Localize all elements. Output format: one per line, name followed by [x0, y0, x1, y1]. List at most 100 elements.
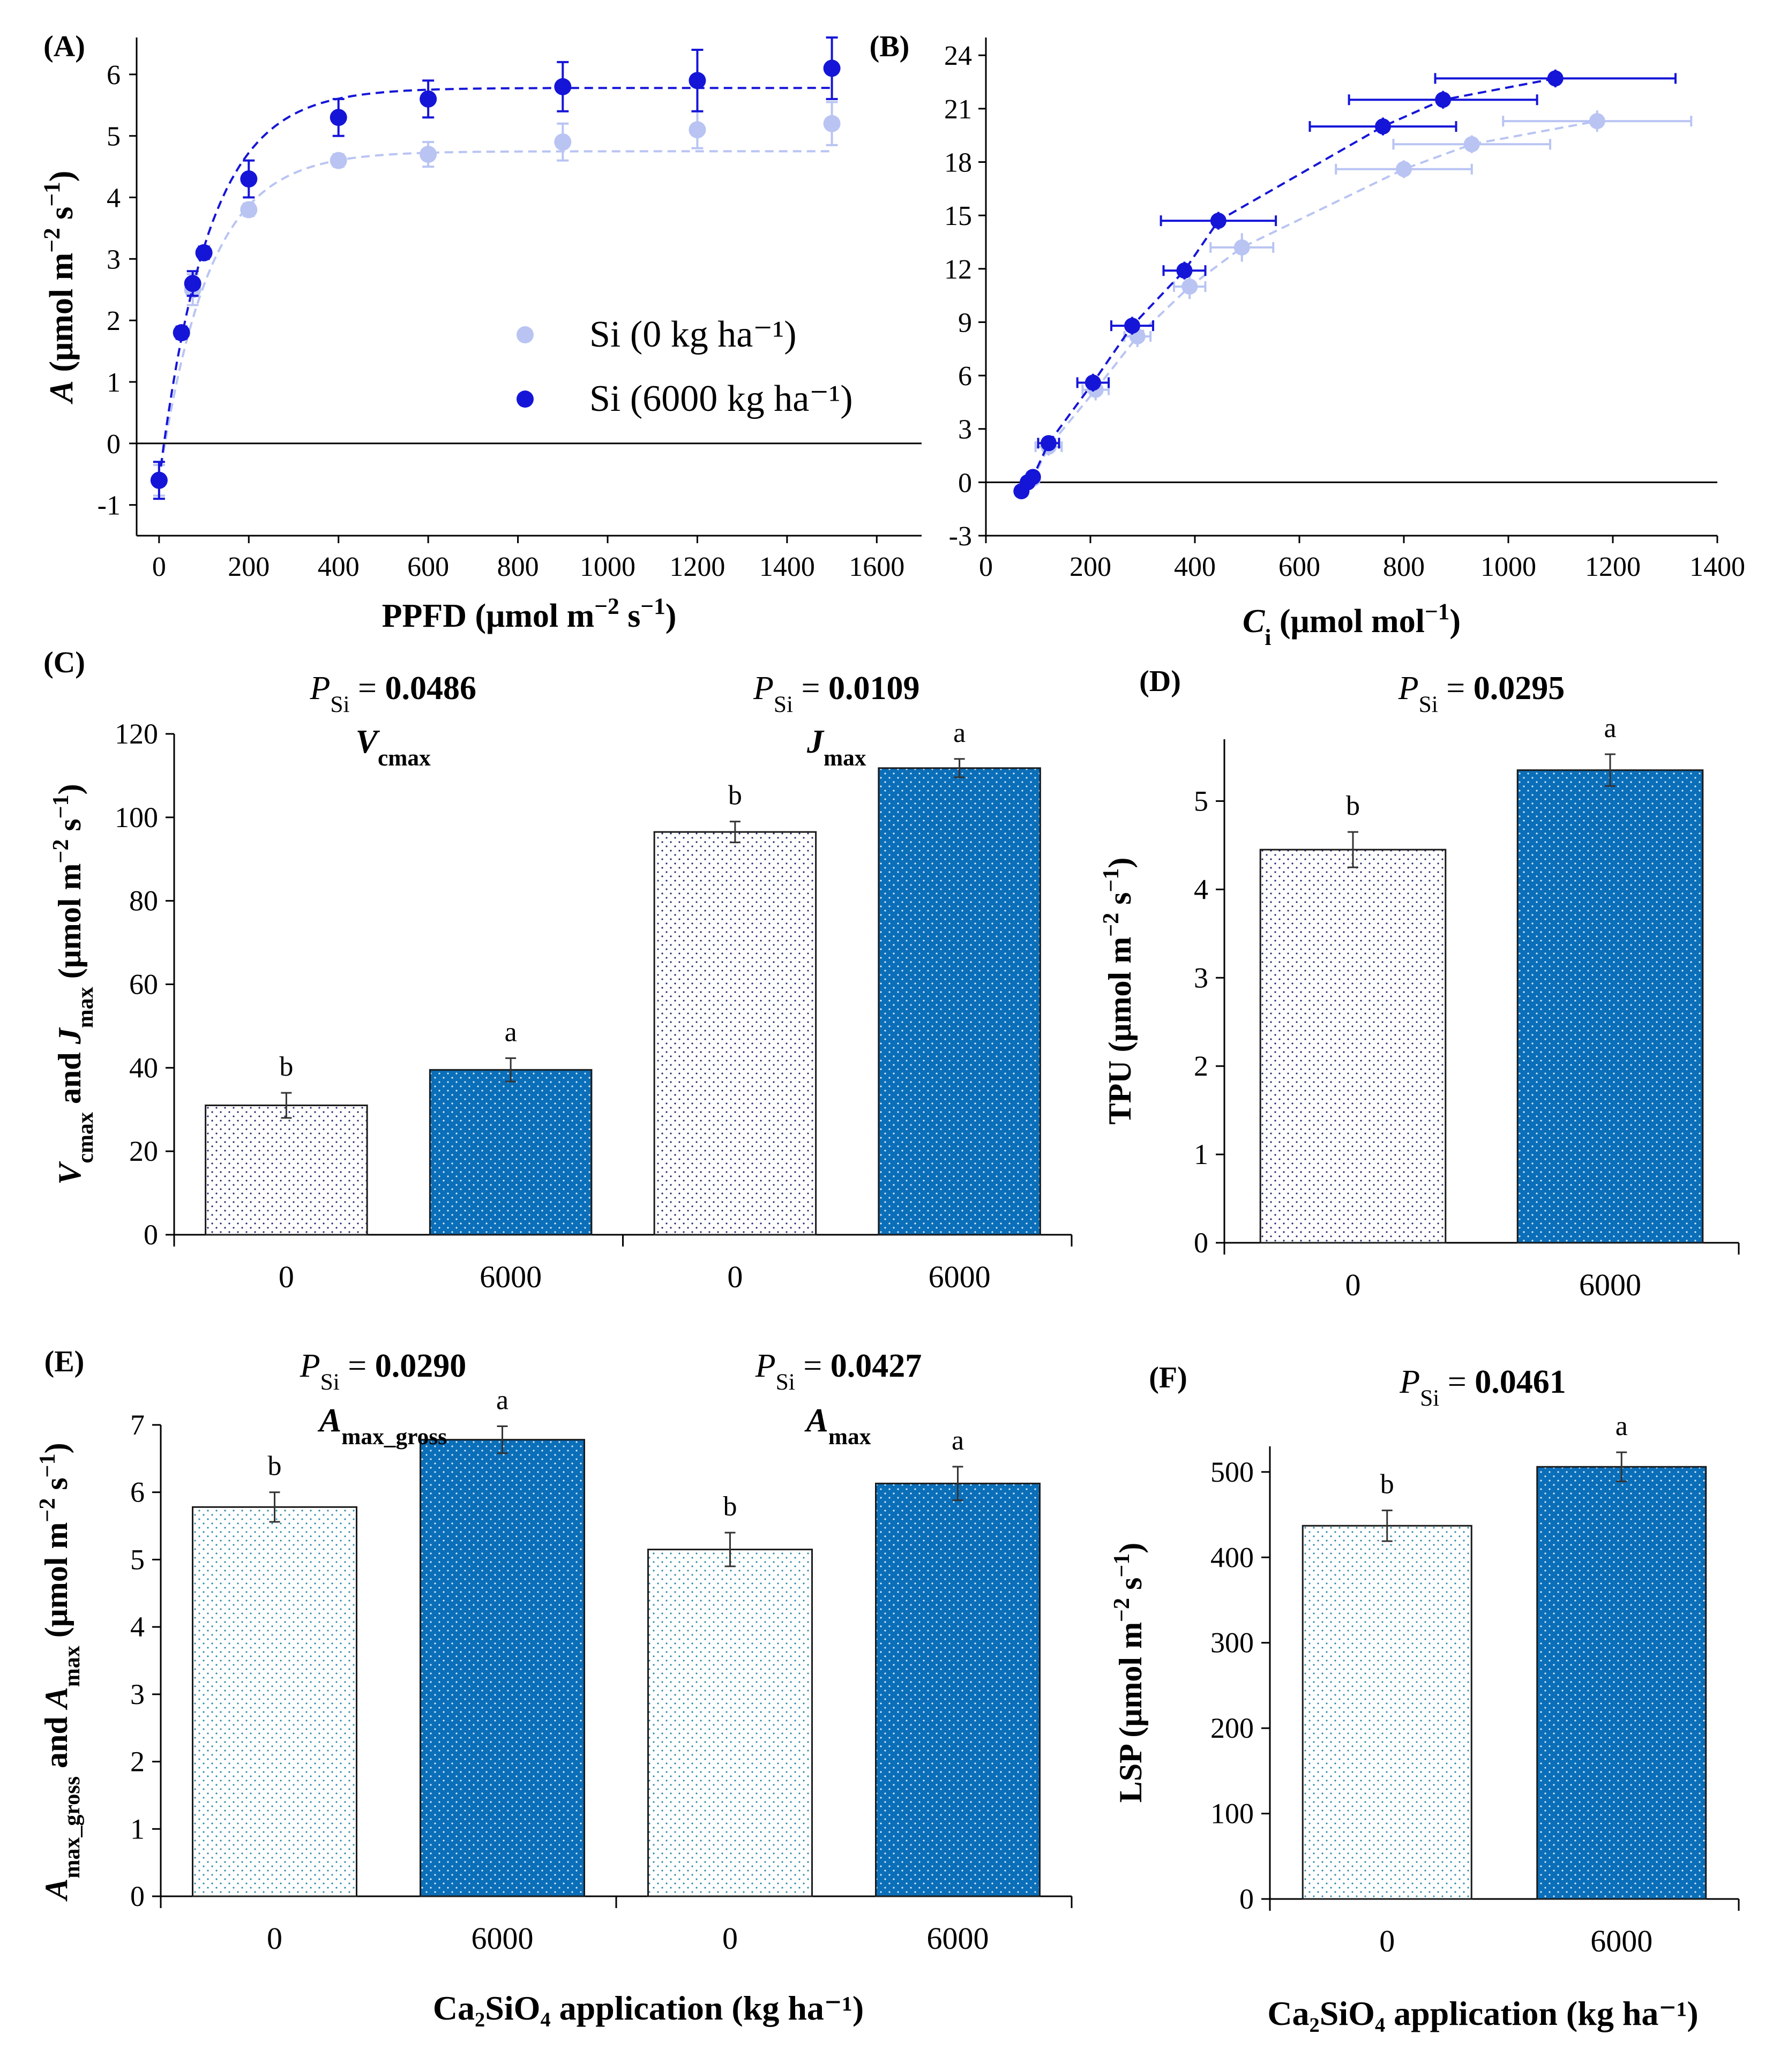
panel-a-point-si6000	[150, 471, 168, 489]
panel-b-y-tick-label: 6	[958, 361, 972, 392]
panel-b-point-si6000	[1041, 435, 1057, 452]
panel-c-x-tick-label: 0	[727, 1259, 743, 1294]
panel-e-significance-letter: a	[496, 1385, 508, 1416]
panel-d-x-tick-label: 6000	[1579, 1267, 1641, 1302]
panel-c-significance-letter: a	[953, 718, 966, 748]
panel-b-x-tick-label: 800	[1383, 552, 1425, 582]
panel-a-x-tick-label: 1400	[759, 552, 815, 582]
panel-d-label: (D)	[1139, 665, 1181, 698]
panel-b-point-si6000	[1547, 70, 1564, 87]
panel-a-legend-marker-si0	[517, 326, 534, 343]
panel-e-bar-6000	[420, 1439, 585, 1897]
panel-a-legend-label: Si (6000 kg ha⁻¹)	[589, 378, 853, 419]
panel-a-point-si6000	[240, 170, 258, 188]
panel-d-x-tick-label: 0	[1345, 1267, 1361, 1302]
panel-e-y-tick-label: 0	[130, 1880, 145, 1912]
panel-d-y-tick-label: 3	[1194, 962, 1208, 994]
panel-c-label: (C)	[43, 646, 85, 679]
panel-d-significance-letter: b	[1346, 791, 1360, 821]
panel-a-legend-marker-si6000	[517, 391, 534, 408]
panel-a-point-si6000	[184, 275, 201, 292]
panel-a-x-tick-label: 1600	[849, 552, 904, 582]
panel-e-significance-letter: a	[952, 1425, 964, 1456]
panel-e-y-tick-label: 7	[130, 1409, 145, 1441]
panel-c-bar-6000	[429, 1069, 593, 1236]
panel-c-bar-0	[205, 1104, 368, 1236]
panel-e-p-value-amax: PSi = 0.0427	[755, 1348, 922, 1395]
panel-e-bar-0	[192, 1506, 357, 1897]
panel-a-x-tick-label: 1200	[669, 552, 725, 582]
panel-d-y-tick-label: 5	[1194, 785, 1208, 817]
panel-a-point-si6000	[554, 78, 572, 95]
panel-b-label: (B)	[870, 30, 910, 63]
panel-e-x-tick-label: 0	[722, 1921, 738, 1956]
panel-b-x-axis-title: Ci (μmol mol−1)	[1243, 599, 1461, 650]
panel-d-bar-0	[1259, 849, 1447, 1244]
panel-c-y-tick-label: 20	[129, 1135, 158, 1167]
panel-c-p-value-jmax: PSi = 0.0109	[753, 670, 920, 717]
panel-b-y-tick-label: 24	[944, 41, 972, 71]
panel-e-x-axis-title: Ca₂SiO₄ application (kg ha⁻¹)	[433, 1989, 864, 2027]
panel-d-y-tick-label: 0	[1194, 1227, 1208, 1259]
panel-b-point-si6000	[1124, 318, 1140, 334]
panel-c-y-tick-label: 100	[115, 801, 158, 834]
panel-f-bar-0	[1302, 1525, 1472, 1900]
panel-a-y-tick-label: 5	[107, 122, 121, 152]
panel-b-fit-curve-si0	[1020, 120, 1598, 492]
panel-b-point-si0	[1396, 161, 1412, 177]
panel-a-y-tick-label: 1	[107, 367, 121, 398]
panel-f-y-tick-label: 200	[1210, 1712, 1254, 1744]
panel-e-y-tick-label: 5	[130, 1543, 145, 1575]
panel-c-y-tick-label: 120	[115, 718, 158, 750]
panel-e-group-amax: Amax	[804, 1402, 871, 1450]
panel-d-y-tick-label: 1	[1194, 1138, 1208, 1170]
panel-f-y-tick-label: 0	[1239, 1883, 1254, 1915]
panel-a-x-tick-label: 800	[497, 552, 539, 582]
panel-b-x-tick-label: 400	[1174, 552, 1216, 582]
panel-c-significance-letter: b	[728, 780, 742, 811]
panel-d-bar-6000	[1516, 769, 1704, 1244]
panel-c-group-vcmax: Vcmax	[356, 724, 431, 771]
panel-c-y-tick-label: 0	[144, 1219, 158, 1251]
panel-b-point-si6000	[1024, 469, 1041, 485]
panel-c-x-tick-label: 6000	[929, 1259, 991, 1294]
panel-f-x-tick-label: 6000	[1590, 1924, 1652, 1958]
panel-d-y-tick-label: 4	[1194, 873, 1208, 905]
panel-f-y-tick-label: 100	[1210, 1798, 1254, 1830]
panel-b-point-si6000	[1210, 213, 1226, 229]
panel-b-x-tick-label: 600	[1278, 552, 1320, 582]
panel-b-x-tick-label: 200	[1070, 552, 1111, 582]
panel-e-y-tick-label: 4	[130, 1611, 145, 1643]
panel-a-y-tick-label: -1	[98, 491, 121, 521]
panel-b-point-si0	[1463, 136, 1480, 153]
panel-f-bar-6000	[1536, 1466, 1707, 1900]
panel-a-point-si0	[420, 146, 437, 163]
panel-b-point-si0	[1181, 279, 1198, 295]
panel-e-bar-0	[647, 1549, 813, 1897]
panel-a-x-tick-label: 600	[407, 552, 449, 582]
panel-a-y-tick-label: 4	[107, 183, 121, 214]
panel-f-p-value: PSi = 0.0461	[1399, 1364, 1566, 1411]
panel-a-x-axis-title: PPFD (μmol m−2 s−1)	[382, 594, 677, 634]
panel-f-label: (F)	[1149, 1361, 1187, 1394]
panel-b-y-tick-label: 12	[944, 254, 972, 285]
panel-c-bar-0	[653, 831, 817, 1236]
panel-b-y-tick-label: 15	[944, 201, 972, 231]
panel-f-y-tick-label: 400	[1210, 1541, 1254, 1573]
panel-a-x-tick-label: 1000	[580, 552, 635, 582]
panel-c-significance-letter: a	[505, 1017, 517, 1047]
panel-b-x-tick-label: 0	[979, 552, 993, 582]
panel-c-bar-6000	[878, 767, 1041, 1236]
panel-e-significance-letter: b	[268, 1451, 282, 1482]
panel-b-x-tick-label: 1400	[1689, 552, 1745, 582]
panel-e-y-axis-title: Amax_gross and Amax (μmol m−2 s−1)	[35, 1443, 85, 1902]
panel-a-y-tick-label: 2	[107, 306, 121, 336]
panel-b-y-tick-label: 18	[944, 148, 972, 178]
panel-a-point-si6000	[420, 90, 437, 108]
panel-a-x-tick-label: 200	[228, 552, 270, 582]
panel-b-point-si6000	[1176, 262, 1193, 279]
panel-c-y-tick-label: 40	[129, 1052, 158, 1084]
panel-d-p-value: PSi = 0.0295	[1398, 670, 1565, 717]
panel-f-x-axis-title: Ca₂SiO₄ application (kg ha⁻¹)	[1267, 1994, 1698, 2032]
